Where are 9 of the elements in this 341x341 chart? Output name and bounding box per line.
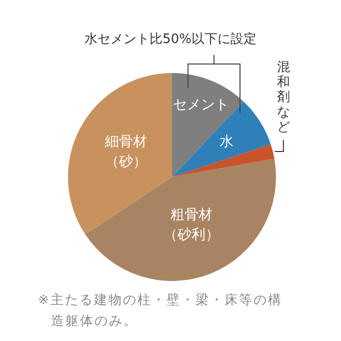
- slice-label: セメント: [172, 96, 229, 115]
- slice-label: 細骨材（砂）: [105, 133, 148, 172]
- slice-label: 水: [219, 133, 234, 152]
- pie-slice: [172, 73, 244, 177]
- slice-label: 粗骨材（砂利）: [163, 206, 220, 246]
- chart-title: 水セメント比50%以下に設定: [84, 31, 258, 48]
- text: ※主たる建物の柱・壁・梁・床等の構造躯体のみ。: [38, 292, 284, 331]
- slice-label: 混和剤など: [276, 60, 290, 135]
- pie-slice: [68, 73, 172, 234]
